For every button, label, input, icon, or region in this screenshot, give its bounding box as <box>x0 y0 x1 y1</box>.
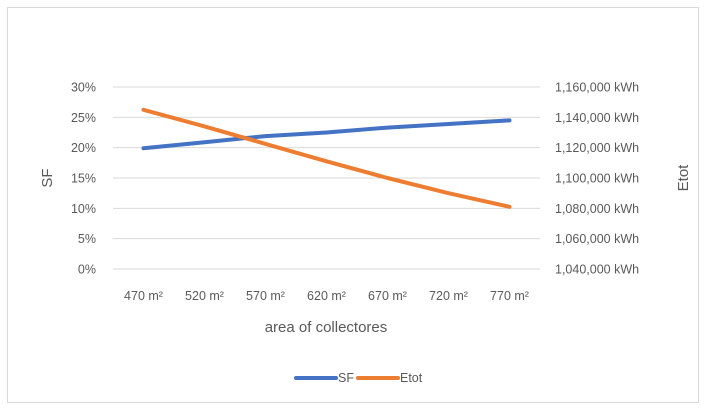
chart-area <box>7 7 699 403</box>
y-axis-right-title: Etot <box>675 164 692 192</box>
x-tick-label: 520 m² <box>185 289 224 303</box>
y-tick-label: 20% <box>71 141 96 155</box>
x-tick-label: 720 m² <box>429 289 468 303</box>
y-tick-label: 5% <box>78 232 96 246</box>
y-tick-label: 15% <box>71 172 96 186</box>
y-tick-label: 10% <box>71 202 96 216</box>
x-axis: 470 m² 520 m² 570 m² 620 m² 670 m² 720 m² 770 … <box>124 289 529 303</box>
y-tick-label: 25% <box>71 111 96 125</box>
x-tick-label: 770 m² <box>490 289 529 303</box>
y2-tick-label: 1,060,000 kWh <box>555 232 639 246</box>
y2-tick-label: 1,140,000 kWh <box>555 111 639 125</box>
y-tick-label: 0% <box>78 263 96 277</box>
legend-label-etot: Etot <box>400 371 423 385</box>
legend-label-sf: SF <box>338 371 354 385</box>
y-axis-right: 1,040,000 kWh 1,060,000 kWh 1,080,000 kWh 1… <box>555 81 639 277</box>
x-axis-title: area of collectores <box>265 319 388 336</box>
y2-tick-label: 1,160,000 kWh <box>555 81 639 95</box>
legend: SF Etot <box>294 371 423 385</box>
y-axis-left-title: SF <box>39 168 56 187</box>
x-tick-label: 670 m² <box>368 289 407 303</box>
x-tick-label: 470 m² <box>124 289 163 303</box>
x-tick-label: 570 m² <box>246 289 285 303</box>
series-line-sf <box>141 118 512 151</box>
series-line-etot <box>141 107 512 209</box>
y2-tick-label: 1,100,000 kWh <box>555 172 639 186</box>
y-axis-left: 0% 5% 10% 15% 20% 25% 30% <box>71 81 96 277</box>
y2-tick-label: 1,040,000 kWh <box>555 263 639 277</box>
gridlines <box>113 86 540 270</box>
plot-area <box>141 107 512 209</box>
y2-tick-label: 1,120,000 kWh <box>555 141 639 155</box>
y-tick-label: 30% <box>71 81 96 95</box>
y2-tick-label: 1,080,000 kWh <box>555 202 639 216</box>
x-tick-label: 620 m² <box>307 289 346 303</box>
